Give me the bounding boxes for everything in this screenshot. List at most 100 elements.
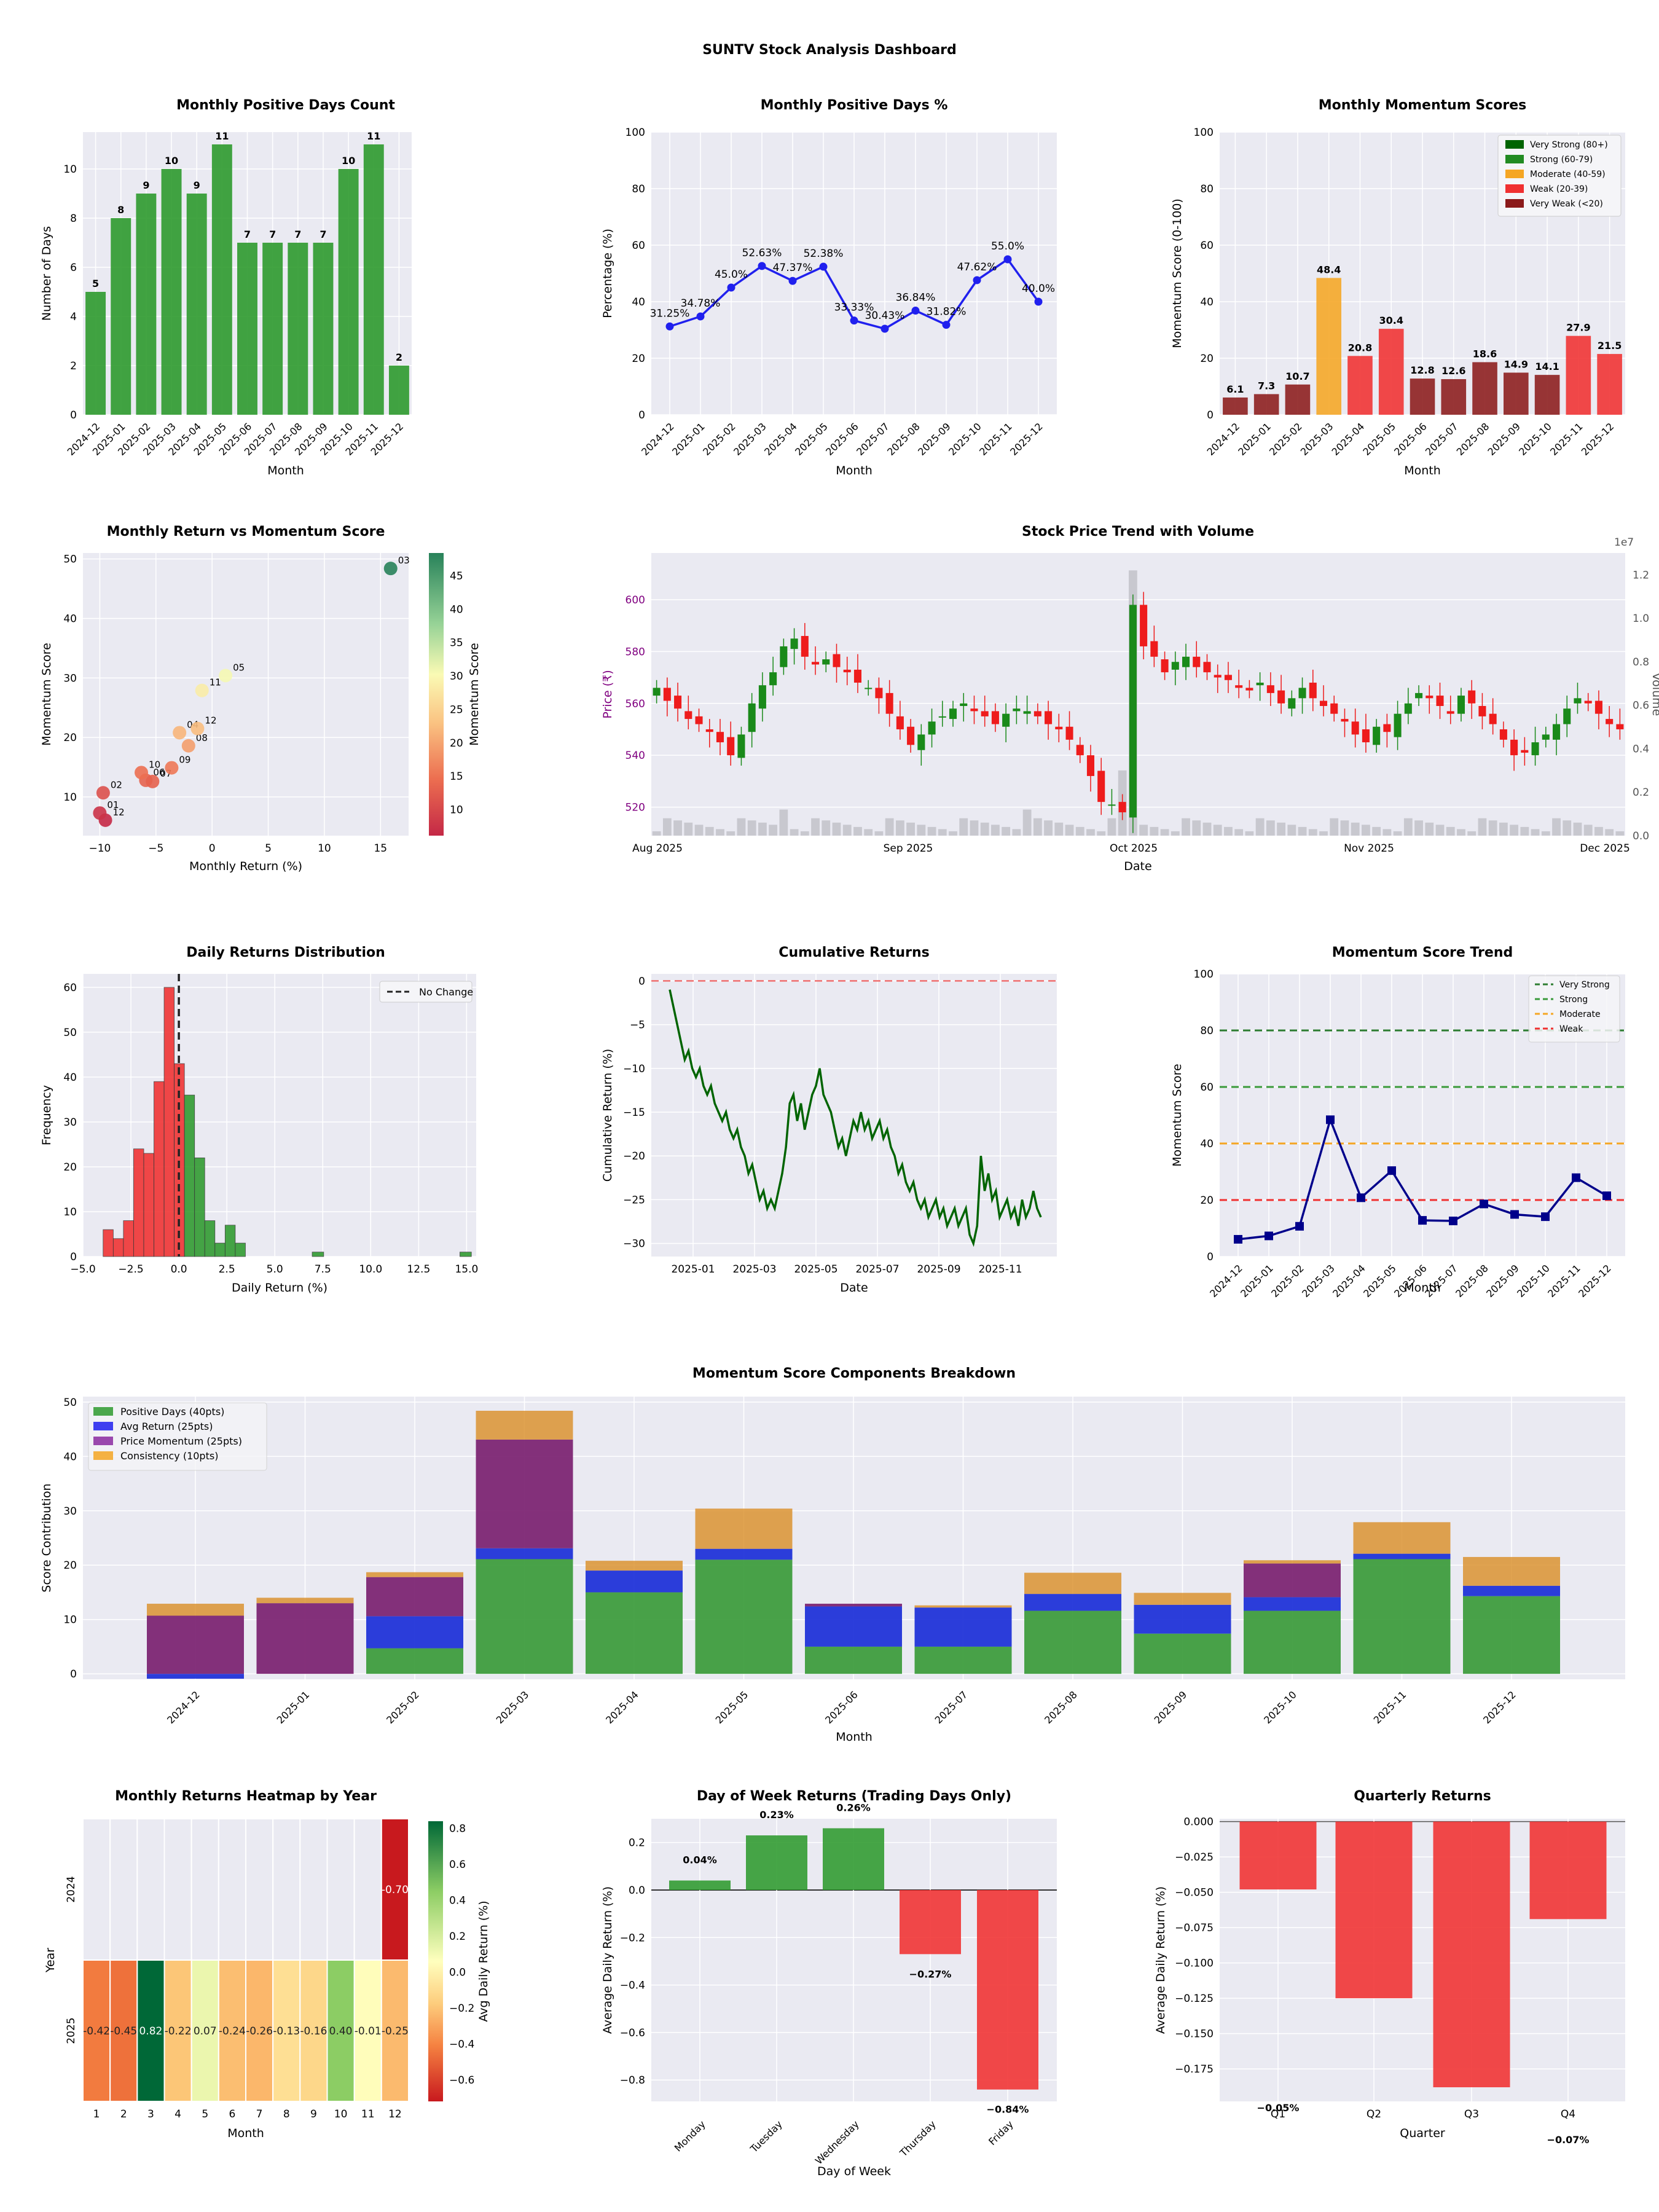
- daily-dist-histogram-bar: [133, 1148, 144, 1257]
- pos-pct-point: [758, 262, 766, 270]
- dow-value-label: 0.23%: [759, 1809, 794, 1821]
- daily-dist-histogram-bar: [204, 1220, 216, 1257]
- ret-vs-mom-ytick: 10: [63, 791, 77, 804]
- pos-count-bar: [363, 144, 384, 415]
- mom-trend-ylabel: Momentum Score: [1171, 1064, 1184, 1167]
- mom-scores-xtick: 2025-12: [1579, 420, 1617, 458]
- price-vol-candle: [970, 708, 978, 712]
- daily-dist-histogram-bar: [460, 1252, 472, 1257]
- heatmap-cell: [136, 1959, 165, 2102]
- mom-trend-legend-label: Moderate: [1559, 1010, 1601, 1019]
- mom-scores-value-label: 12.6: [1441, 365, 1465, 377]
- quarterly-bar: [1433, 1821, 1510, 2087]
- price-vol-candle: [843, 669, 851, 673]
- components-segment: [476, 1439, 573, 1548]
- cum-ret-xtick: 2025-03: [732, 1263, 776, 1276]
- heatmap-cell-label: -0.42: [83, 2025, 110, 2037]
- components-xtick: 2025-08: [1042, 1688, 1080, 1726]
- price-vol-y2label: Volume: [1650, 673, 1659, 716]
- price-vol-volume-bar: [1393, 831, 1402, 836]
- mom-scores-legend-label: Moderate (40-59): [1530, 170, 1606, 179]
- price-vol-volume-bar: [1403, 818, 1413, 836]
- components-xtick: 2025-01: [275, 1688, 312, 1726]
- ret-vs-mom-ytick: 20: [63, 732, 77, 744]
- price-vol-candle: [790, 638, 798, 649]
- price-vol-candle: [1161, 659, 1169, 673]
- cum-ret-xtick: 2025-09: [917, 1263, 960, 1276]
- components-legend-label: Positive Days (40pts): [120, 1406, 224, 1418]
- price-vol-candle: [865, 688, 873, 689]
- pos-pct-value-label: 47.37%: [773, 262, 813, 274]
- mom-trend-point: [1295, 1222, 1304, 1231]
- cum-ret-ytick: −5: [630, 1019, 645, 1032]
- components-segment: [695, 1548, 793, 1560]
- price-vol-candle: [1108, 804, 1116, 806]
- daily-dist-legend-label: No Change: [419, 986, 473, 998]
- pos-pct-ytick: 40: [632, 296, 645, 308]
- heatmap-xtick: 2: [120, 2108, 127, 2120]
- price-vol-volume-bar: [1065, 825, 1074, 836]
- price-vol-candle: [938, 716, 946, 718]
- ret-vs-mom-point-label: 10: [149, 759, 160, 770]
- price-vol-volume-bar: [1362, 825, 1370, 836]
- dow-bar: [900, 1889, 961, 1955]
- price-vol-volume-bar: [1330, 818, 1339, 836]
- price-vol-volume-bar: [716, 829, 724, 836]
- price-vol-volume-bar: [927, 826, 936, 836]
- price-vol-ytick: 600: [626, 594, 645, 606]
- price-vol-y2tick: 0.6: [1633, 700, 1649, 712]
- pos-pct-point: [819, 262, 828, 271]
- price-vol-volume-bar: [779, 809, 788, 836]
- price-vol-candle: [1563, 708, 1571, 724]
- components-xtick: 2025-12: [1481, 1688, 1518, 1726]
- price-vol-volume-bar: [1033, 818, 1042, 836]
- pos-pct-point: [696, 312, 705, 321]
- heatmap-cell-label: -0.24: [219, 2025, 246, 2037]
- mom-scores-title: Monthly Momentum Scores: [1319, 98, 1527, 113]
- pos-count-ylabel: Number of Days: [40, 226, 53, 321]
- price-vol-candle: [981, 711, 989, 716]
- price-vol-volume-bar: [1150, 826, 1159, 836]
- components-ytick: 30: [63, 1505, 77, 1518]
- daily-dist-xtick: 10.0: [359, 1263, 382, 1276]
- components-segment: [1463, 1596, 1560, 1674]
- price-vol-volume-bar: [1044, 820, 1053, 836]
- heatmap-xtick: 11: [361, 2108, 375, 2120]
- pos-pct-point: [1034, 297, 1043, 306]
- price-vol-volume-bar: [1086, 829, 1095, 836]
- mom-trend-legend-label: Very Strong: [1559, 980, 1610, 990]
- ret-vs-mom-plot-area: [83, 553, 409, 836]
- mom-trend-xtick: 2025-05: [1361, 1262, 1398, 1300]
- mom-trend-xtick: 2025-10: [1515, 1262, 1552, 1300]
- heatmap-cell: [109, 1959, 138, 2102]
- heatmap-cbar-tick: 0.2: [449, 1931, 466, 1943]
- components-segment: [695, 1508, 793, 1549]
- pos-count-value-label: 9: [194, 179, 200, 191]
- price-vol-volume-bar: [1510, 825, 1518, 836]
- daily-dist-xtick: 2.5: [219, 1263, 235, 1276]
- dow-chart: Day of Week Returns (Trading Days Only)0…: [601, 1789, 1057, 2178]
- daily-dist-title: Daily Returns Distribution: [186, 945, 385, 960]
- ret-vs-mom-point: [173, 726, 187, 740]
- price-vol-volume-bar: [1075, 826, 1084, 836]
- quarterly-ytick: −0.075: [1175, 1922, 1214, 1934]
- cum-ret-ylabel: Cumulative Return (%): [601, 1049, 614, 1182]
- price-vol-volume-bar: [832, 822, 841, 836]
- components-xtick: 2025-04: [603, 1688, 641, 1726]
- price-vol-volume-bar: [853, 826, 862, 836]
- dow-ytick: −0.4: [620, 1980, 645, 1992]
- mom-scores-bar: [1534, 375, 1560, 415]
- quarterly-ytick: −0.050: [1175, 1887, 1214, 1899]
- price-vol-volume-bar: [694, 825, 704, 836]
- pos-pct-xtick: 2025-09: [916, 420, 953, 458]
- mom-scores-value-label: 20.8: [1348, 342, 1372, 353]
- components-legend-swatch: [93, 1437, 113, 1445]
- pos-pct-value-label: 47.62%: [957, 261, 997, 273]
- heatmap-xtick: 8: [283, 2108, 290, 2120]
- mom-trend-point: [1572, 1173, 1580, 1182]
- ret-vs-mom-ytick: 40: [63, 613, 77, 626]
- components-segment: [1024, 1610, 1121, 1674]
- pos-pct-xtick: 2025-12: [1008, 420, 1045, 458]
- pos-count-bar: [85, 292, 106, 415]
